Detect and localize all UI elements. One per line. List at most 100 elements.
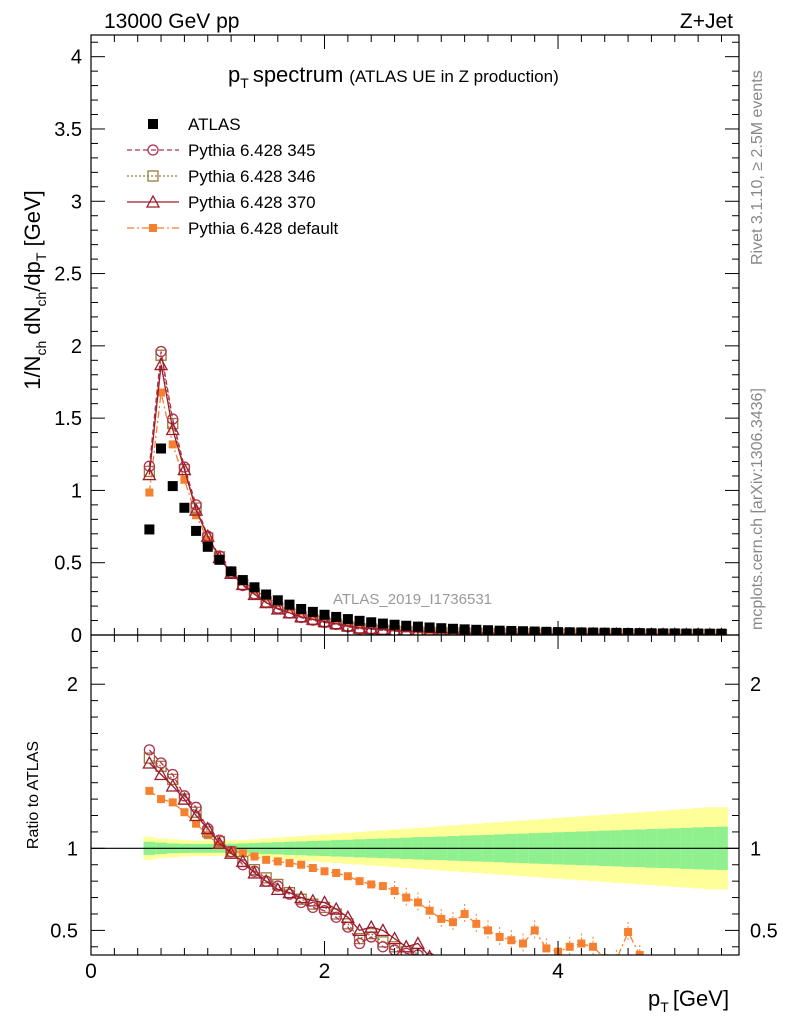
ratio-point-default	[203, 831, 212, 840]
ratio-point-default	[483, 926, 492, 935]
main-y-label: 1/Nch dNch/dpT [GeV]	[20, 190, 49, 390]
atlas-data-point	[658, 628, 669, 635]
main-point-370	[270, 601, 285, 615]
title-word: spectrum	[253, 62, 343, 87]
main-point-370	[294, 609, 309, 623]
ratio-point-370	[212, 836, 227, 850]
ratio-point-370	[177, 791, 192, 805]
ratio-point-345	[388, 944, 401, 955]
ratio-point-default	[238, 849, 247, 858]
atlas-data-point	[296, 603, 307, 614]
ratio-point-default	[367, 880, 376, 889]
ratio-point-default	[589, 942, 598, 951]
main-point-370	[188, 502, 204, 516]
legend: ATLAS Pythia 6.428 345 Pythia 6.428 346 Pyt…	[127, 115, 339, 238]
ratio-point-default	[612, 956, 620, 964]
ratio-point-default	[402, 893, 411, 902]
ratio-point-345	[318, 905, 331, 917]
atlas-data-point	[202, 541, 213, 552]
ratio-point-default	[542, 944, 551, 953]
ratio-point-default	[530, 926, 539, 935]
ratio-point-370	[270, 882, 285, 896]
ratio-y-tick-label: 0.5	[50, 920, 78, 942]
ratio-point-345	[424, 952, 435, 955]
chart-title: pT spectrum (ATLAS UE in Z production)	[228, 62, 559, 91]
legend-marker	[147, 170, 159, 182]
atlas-data-point	[494, 625, 505, 635]
main-point-370	[352, 620, 367, 634]
ratio-point-default	[624, 928, 633, 937]
legend-label: Pythia 6.428 370	[188, 193, 316, 212]
atlas-data-point	[307, 606, 318, 617]
ratio-point-370	[282, 885, 297, 899]
main-point-default	[157, 388, 166, 397]
ratio-line-370	[148, 762, 430, 955]
atlas-data-point	[331, 611, 342, 622]
atlas-data-point	[226, 566, 237, 577]
legend-label: Pythia 6.428 345	[188, 141, 316, 160]
atlas-data-point	[611, 627, 622, 635]
ratio-point-370	[153, 767, 169, 781]
main-point-370	[259, 595, 274, 609]
ratio-point-default	[378, 882, 387, 891]
ratio-y-tick-label-right: 0.5	[750, 920, 778, 942]
ratio-point-default	[565, 942, 574, 951]
legend-label: Pythia 6.428 346	[188, 167, 316, 186]
rivet-label: Rivet 3.1.10, ≥ 2.5M events	[749, 70, 766, 265]
atlas-data-point	[284, 599, 295, 610]
ratio-point-default	[577, 939, 586, 948]
main-point-default	[168, 440, 177, 449]
ratio-point-370	[387, 931, 402, 945]
ratio-point-345	[400, 947, 412, 955]
ratio-point-default	[390, 887, 399, 895]
ratio-point-default	[413, 898, 422, 907]
atlas-data-point	[518, 626, 528, 635]
ratio-point-default	[332, 868, 341, 877]
main-y-tick-label: 1	[71, 480, 82, 502]
ratio-point-370	[259, 873, 274, 887]
atlas-data-point	[179, 502, 190, 513]
ratio-point-370	[399, 939, 414, 953]
x-tick-label: 2	[319, 960, 331, 983]
legend-label: Pythia 6.428 default	[188, 219, 339, 238]
main-y-tick-label: 1.5	[54, 408, 82, 430]
ratio-point-345	[213, 834, 226, 846]
ratio-point-default	[472, 919, 481, 928]
ratio-point-370	[375, 923, 390, 937]
atlas-data-point	[237, 575, 248, 586]
atlas-data-point	[156, 443, 167, 454]
ratio-point-default	[343, 872, 352, 881]
main-y-tick-label: 0.5	[54, 553, 82, 575]
ratio-point-default	[262, 855, 271, 864]
process-label: Z+Jet	[680, 10, 733, 33]
ratio-point-370	[305, 893, 320, 907]
ratio-point-370	[317, 895, 332, 909]
ratio-point-370	[165, 778, 180, 792]
ratio-point-345	[307, 901, 319, 914]
atlas-data-point	[389, 619, 400, 630]
main-y-tick-label: 4	[71, 47, 82, 69]
ratio-point-default	[519, 939, 527, 948]
main-point-370	[305, 611, 320, 625]
ratio-y-tick-label: 2	[67, 674, 78, 696]
main-point-370	[282, 605, 297, 619]
ratio-y-tick-label: 1	[67, 838, 78, 860]
ratio-point-default	[227, 845, 236, 854]
main-point-370	[329, 616, 344, 630]
atlas-data-point	[447, 623, 458, 634]
ratio-point-default	[460, 909, 469, 918]
ratio-point-370	[294, 890, 309, 904]
legend-marker	[149, 224, 157, 232]
analysis-watermark: ATLAS_2019_I1736531	[333, 591, 492, 608]
ratio-point-370	[142, 755, 157, 769]
ratio-point-370	[340, 909, 355, 923]
main-point-370	[177, 462, 192, 476]
x-axis-label: pT [GeV]	[648, 986, 729, 1015]
ratio-point-default	[507, 936, 516, 945]
x-label-unit: [GeV]	[673, 986, 729, 1011]
atlas-data-point	[214, 554, 225, 565]
ratio-line-346	[149, 757, 418, 955]
atlas-data-point	[564, 627, 575, 635]
ratio-point-default	[635, 951, 644, 955]
